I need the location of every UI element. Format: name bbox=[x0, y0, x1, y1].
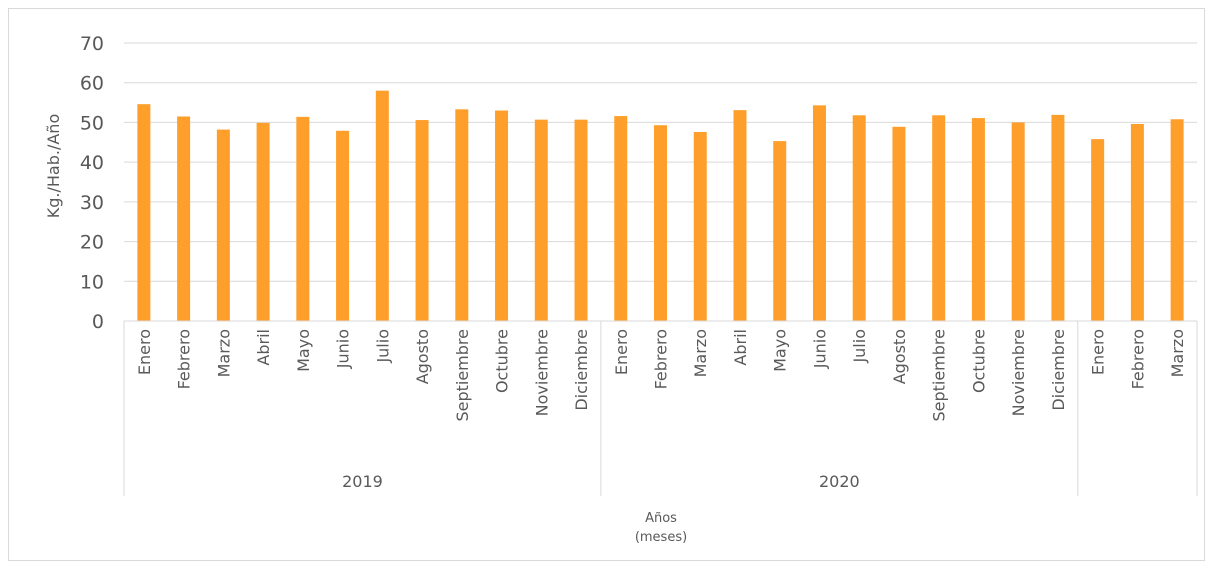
x-tick-label: Agosto bbox=[890, 329, 909, 384]
year-label: 2020 bbox=[819, 472, 860, 491]
x-tick-label: Marzo bbox=[691, 329, 710, 377]
bar bbox=[455, 109, 469, 321]
x-tick-label: Diciembre bbox=[1049, 329, 1068, 411]
x-tick-label: Octubre bbox=[493, 329, 512, 393]
bar bbox=[534, 119, 548, 321]
x-tick-label: Febrero bbox=[1128, 329, 1147, 389]
bar bbox=[693, 131, 707, 321]
x-tick-label: Enero bbox=[135, 329, 154, 375]
bar bbox=[336, 130, 350, 321]
bar bbox=[733, 110, 747, 321]
bar bbox=[654, 125, 667, 321]
bar bbox=[932, 115, 946, 321]
x-tick-label: Octubre bbox=[969, 329, 988, 393]
x-tick-label: Enero bbox=[1089, 329, 1108, 375]
y-tick-label: 70 bbox=[80, 33, 104, 55]
x-tick-label: Septiembre bbox=[453, 329, 472, 422]
x-tick-label: Abril bbox=[731, 329, 750, 366]
x-tick-label: Septiembre bbox=[930, 329, 949, 422]
bar bbox=[812, 105, 826, 321]
bar bbox=[256, 122, 270, 321]
bar bbox=[495, 110, 509, 321]
y-tick-label: 20 bbox=[80, 232, 104, 254]
y-tick-label: 10 bbox=[80, 271, 104, 293]
x-tick-label: Julio bbox=[850, 329, 869, 364]
y-tick-label: 60 bbox=[80, 73, 104, 95]
bar bbox=[1051, 114, 1065, 321]
bar bbox=[971, 118, 985, 321]
bar bbox=[773, 141, 787, 321]
x-tick-label: Marzo bbox=[214, 329, 233, 377]
bar bbox=[1130, 124, 1144, 321]
y-axis-label: Kg./Hab./Año bbox=[44, 114, 63, 218]
bar bbox=[137, 104, 151, 321]
x-tick-label: Enero bbox=[612, 329, 631, 375]
x-axis: Enero Febrero Marzo Abril Mayo Junio Julio Agos… bbox=[123, 320, 1198, 496]
x-tick-label: Febrero bbox=[652, 329, 671, 389]
y-tick-label: 30 bbox=[80, 192, 104, 214]
x-tick-label: Diciembre bbox=[572, 329, 591, 411]
x-tick-label: Abril bbox=[254, 329, 273, 366]
bar bbox=[415, 120, 429, 321]
x-axis-label-sub: (meses) bbox=[635, 530, 687, 545]
bar bbox=[216, 129, 230, 321]
x-tick-label: Noviembre bbox=[532, 329, 551, 416]
y-axis-ticks: 0 10 20 30 40 50 60 70 bbox=[80, 33, 104, 333]
bar bbox=[296, 116, 310, 322]
bar bbox=[1011, 122, 1025, 321]
bar bbox=[614, 116, 628, 322]
x-tick-label: Marzo bbox=[1168, 329, 1187, 377]
x-tick-label: Noviembre bbox=[1009, 329, 1028, 416]
bar bbox=[852, 115, 866, 321]
y-tick-label: 0 bbox=[92, 311, 104, 333]
x-tick-label: Febrero bbox=[175, 329, 194, 389]
year-label: 2019 bbox=[342, 472, 383, 491]
x-tick-label: Julio bbox=[373, 329, 392, 364]
bar bbox=[1091, 139, 1105, 321]
y-tick-label: 40 bbox=[80, 152, 104, 174]
x-tick-label: Junio bbox=[810, 329, 829, 369]
bars bbox=[137, 90, 1184, 322]
y-tick-label: 50 bbox=[80, 112, 104, 134]
bar bbox=[574, 119, 588, 321]
bar bbox=[1170, 119, 1184, 321]
bar bbox=[892, 126, 906, 321]
chart-frame: 0 10 20 30 40 50 60 70 Enero Febrero Marzo Abril Ma… bbox=[8, 8, 1205, 561]
x-tick-label: Agosto bbox=[413, 329, 432, 384]
x-tick-label: Mayo bbox=[294, 329, 313, 372]
bar-chart: 0 10 20 30 40 50 60 70 Enero Febrero Marzo Abril Ma… bbox=[44, 33, 1198, 545]
x-tick-label: Junio bbox=[334, 329, 353, 369]
x-tick-label: Mayo bbox=[771, 329, 790, 372]
x-axis-label: Años bbox=[645, 511, 677, 526]
bar bbox=[177, 116, 191, 321]
bar bbox=[375, 90, 389, 322]
